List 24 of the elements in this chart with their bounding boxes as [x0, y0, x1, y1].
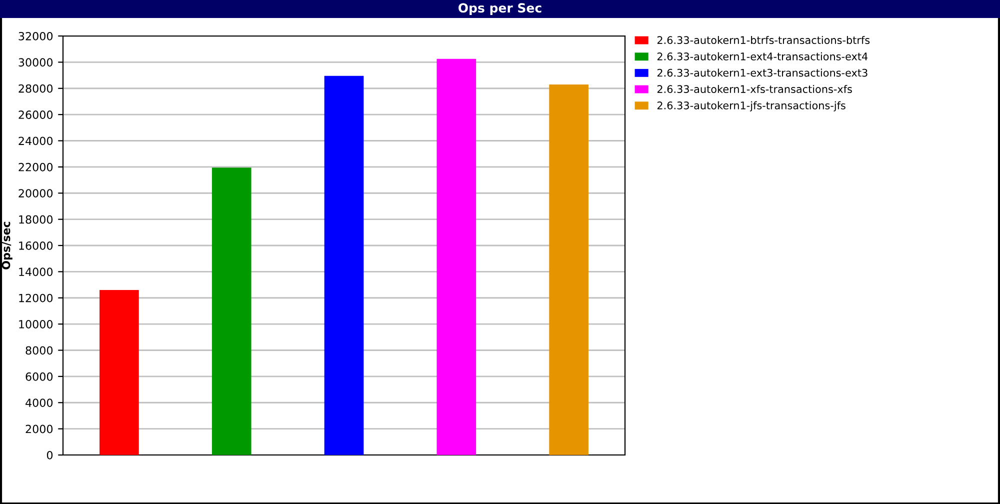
y-tick-label: 20000	[18, 189, 53, 198]
legend-label: 2.6.33-autokern1-xfs-transactions-xfs	[657, 84, 852, 94]
chart-title: Ops per Sec	[458, 3, 542, 16]
y-axis-title: Ops/sec	[2, 222, 12, 270]
legend-label: 2.6.33-autokern1-jfs-transactions-jfs	[657, 101, 846, 112]
legend-label: 2.6.33-autokern1-ext3-transactions-ext3	[657, 68, 868, 77]
legend-label: 2.6.33-autokern1-btrfs-transactions-btrfs	[657, 36, 870, 44]
y-tick-label: 18000	[19, 215, 53, 224]
y-tick-label: 0	[46, 450, 53, 460]
y-tick-label: 12000	[19, 294, 53, 302]
legend-label: 2.6.33-autokern1-ext4-transactions-ext4	[657, 52, 868, 60]
y-tick-label: 28000	[18, 84, 53, 93]
y-tick-label: 26000	[18, 110, 53, 119]
y-tick-label: 30000	[18, 58, 53, 67]
y-tick-label: 14000	[19, 268, 53, 276]
y-tick-label: 2000	[26, 424, 53, 434]
y-tick-label: 8000	[26, 346, 53, 355]
y-tick-label: 10000	[19, 320, 53, 328]
y-tick-label: 6000	[26, 372, 53, 381]
y-tick-label: 4000	[26, 398, 53, 408]
y-tick-label: 24000	[18, 136, 53, 146]
y-tick-label: 16000	[19, 241, 53, 250]
y-tick-label: 32000	[18, 32, 53, 40]
y-tick-label: 22000	[18, 162, 53, 172]
